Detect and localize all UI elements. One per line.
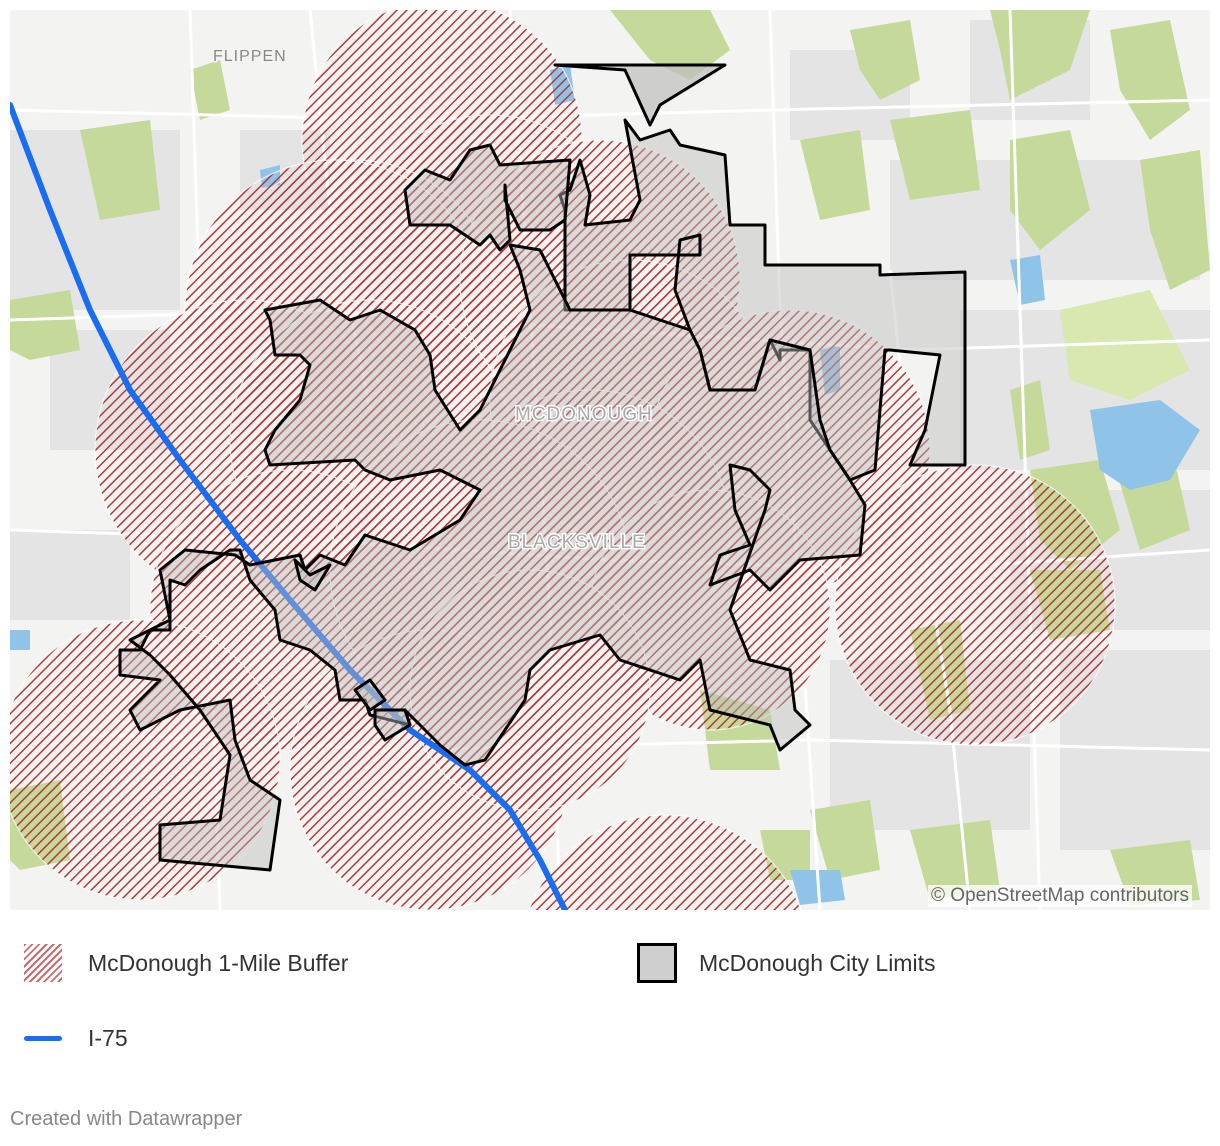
datawrapper-credit[interactable]: Created with Datawrapper (10, 1108, 243, 1130)
map-area[interactable]: FLIPPEN MCDONOUGH BLACKSVILLE © OpenStre… (10, 10, 1210, 910)
legend-item-buffer: McDonough 1-Mile Buffer (24, 944, 348, 982)
buffer-circle (528, 814, 802, 910)
place-label-mcdonough: MCDONOUGH (515, 404, 653, 425)
map-canvas[interactable]: FLIPPEN MCDONOUGH BLACKSVILLE (10, 10, 1210, 910)
blue-line-icon (24, 1036, 62, 1041)
legend-item-i75: I-75 (24, 1025, 128, 1052)
map-attribution[interactable]: © OpenStreetMap contributors (928, 885, 1192, 907)
hatched-swatch-icon (24, 944, 62, 982)
buffer-circle (409, 569, 651, 811)
legend-label-i75: I-75 (88, 1025, 128, 1051)
buffer-circle (834, 464, 1116, 746)
place-label-blacksville: BLACKSVILLE (508, 532, 646, 553)
legend-label-city-limits: McDonough City Limits (699, 949, 936, 976)
outlined-gray-swatch-icon (637, 943, 677, 983)
i-75-line (10, 102, 568, 910)
mcdonough-city-limits (118, 63, 967, 872)
buffer-circle (10, 619, 281, 901)
map-legend: McDonough 1-Mile Buffer McDonough City L… (0, 910, 1220, 1090)
place-label-flippen: FLIPPEN (213, 48, 287, 65)
mcdonough-1-mile-buffer (10, 10, 1116, 910)
legend-label-buffer: McDonough 1-Mile Buffer (88, 949, 349, 976)
basemap-green-areas (10, 10, 1210, 905)
legend-item-city-limits: McDonough City Limits (637, 943, 935, 983)
